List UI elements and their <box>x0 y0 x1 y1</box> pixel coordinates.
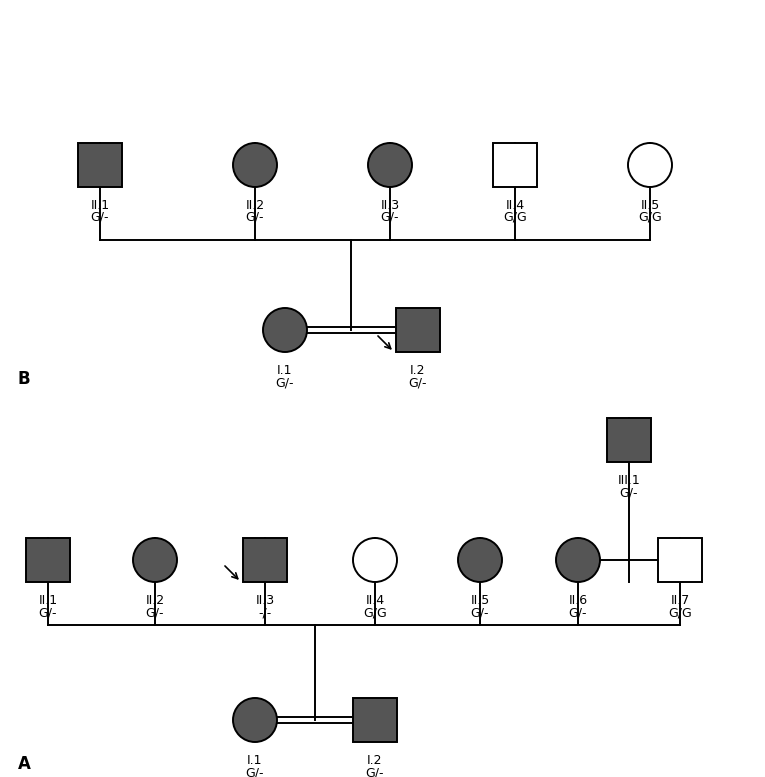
Text: II.1: II.1 <box>90 199 109 212</box>
Text: G/-: G/- <box>246 766 264 777</box>
Text: G/-: G/- <box>146 606 164 619</box>
Text: B: B <box>18 370 31 388</box>
Circle shape <box>263 308 307 352</box>
Text: G/-: G/- <box>39 606 57 619</box>
Text: G/-: G/- <box>568 606 588 619</box>
Text: I.2: I.2 <box>367 754 382 767</box>
Text: G/G: G/G <box>363 606 387 619</box>
Text: G/G: G/G <box>638 211 662 224</box>
Bar <box>26 538 70 582</box>
Text: II.4: II.4 <box>366 594 385 607</box>
Text: II.3: II.3 <box>380 199 399 212</box>
Circle shape <box>556 538 600 582</box>
Text: G/-: G/- <box>381 211 399 224</box>
Text: I.2: I.2 <box>410 364 426 377</box>
Text: -/-: -/- <box>259 606 272 619</box>
Circle shape <box>368 143 412 187</box>
Text: II.1: II.1 <box>38 594 57 607</box>
Bar <box>396 308 440 352</box>
Text: G/-: G/- <box>91 211 109 224</box>
Text: II.5: II.5 <box>640 199 659 212</box>
Text: II.4: II.4 <box>506 199 525 212</box>
Text: G/-: G/- <box>275 376 295 389</box>
Bar <box>493 143 537 187</box>
Text: G/-: G/- <box>620 486 638 499</box>
Text: G/-: G/- <box>366 766 384 777</box>
Text: G/-: G/- <box>409 376 427 389</box>
Bar <box>243 538 287 582</box>
Circle shape <box>458 538 502 582</box>
Bar <box>607 418 651 462</box>
Text: I.1: I.1 <box>277 364 293 377</box>
Circle shape <box>233 143 277 187</box>
Circle shape <box>133 538 177 582</box>
Text: I.1: I.1 <box>247 754 262 767</box>
Circle shape <box>353 538 397 582</box>
Text: G/G: G/G <box>668 606 692 619</box>
Text: G/-: G/- <box>470 606 490 619</box>
Circle shape <box>628 143 672 187</box>
Text: III.1: III.1 <box>617 474 640 487</box>
Text: II.7: II.7 <box>670 594 689 607</box>
Text: G/-: G/- <box>246 211 264 224</box>
Text: II.2: II.2 <box>246 199 265 212</box>
Circle shape <box>233 698 277 742</box>
Bar <box>353 698 397 742</box>
Bar <box>78 143 122 187</box>
Text: A: A <box>18 755 31 773</box>
Bar <box>658 538 702 582</box>
Text: II.3: II.3 <box>256 594 275 607</box>
Text: II.2: II.2 <box>145 594 164 607</box>
Text: G/G: G/G <box>503 211 527 224</box>
Text: II.5: II.5 <box>470 594 490 607</box>
Text: II.6: II.6 <box>568 594 588 607</box>
